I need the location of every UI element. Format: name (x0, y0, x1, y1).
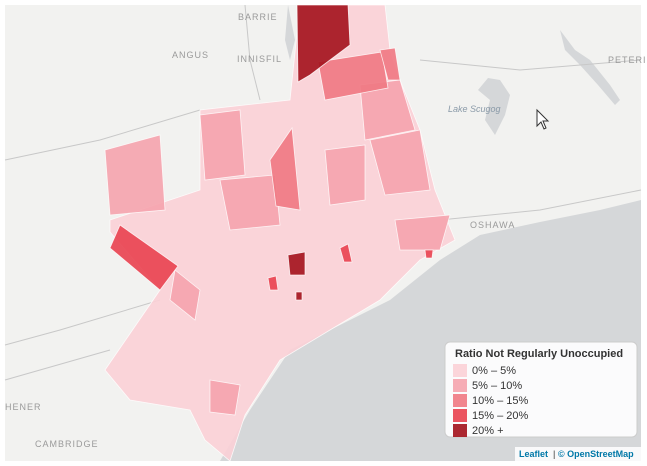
region (339, 243, 353, 263)
legend-label: 10% – 15% (472, 395, 528, 407)
legend-swatch (453, 364, 467, 377)
region (287, 251, 306, 276)
place-label: OSHAWA (470, 220, 515, 230)
lake-scugog (478, 78, 510, 135)
region (267, 275, 279, 291)
legend-title: Ratio Not Regularly Unoccupied (455, 348, 623, 360)
region (295, 291, 303, 301)
legend-swatch (453, 424, 467, 437)
region (104, 134, 166, 216)
lake-label: Lake Scugog (448, 104, 501, 114)
roads (4, 4, 642, 381)
legend-swatch (453, 379, 467, 392)
region (324, 144, 366, 206)
legend: Ratio Not Regularly Unoccupied 0% – 5% 5%… (444, 341, 638, 438)
lake-simcoe (285, 5, 295, 60)
region (379, 47, 401, 81)
legend-items: 0% – 5% 5% – 10% 10% – 15% 15% – 20% 20% + (453, 364, 528, 437)
place-label: HENER (5, 402, 42, 412)
region (296, 4, 351, 83)
region (424, 249, 434, 259)
attribution-box (515, 447, 641, 461)
region (199, 109, 246, 181)
legend-label: 20% + (472, 425, 504, 437)
legend-swatch (453, 394, 467, 407)
place-label: CAMBRIDGE (35, 439, 99, 449)
place-label: PETERI (608, 55, 647, 65)
cursor (536, 108, 550, 130)
region (394, 214, 451, 251)
legend-label: 0% – 5% (472, 365, 516, 377)
place-label: BARRIE (238, 12, 278, 22)
lake (560, 30, 620, 105)
region (269, 126, 301, 211)
region (219, 174, 281, 231)
place-label: ANGUS (172, 50, 209, 60)
legend-swatch (453, 409, 467, 422)
attribution-leaflet[interactable]: Leaflet (519, 449, 548, 459)
legend-label: 15% – 20% (472, 410, 528, 422)
attribution-osm[interactable]: © OpenStreetMap (558, 449, 634, 459)
legend-box (444, 341, 638, 438)
legend-label: 5% – 10% (472, 380, 522, 392)
attribution: Leaflet | © OpenStreetMap (515, 447, 641, 461)
regions (104, 4, 456, 462)
region (209, 379, 241, 416)
attribution-separator: | (553, 449, 555, 459)
region (317, 51, 389, 101)
region (169, 269, 201, 321)
place-label: INNISFIL (237, 54, 282, 64)
region (369, 129, 431, 196)
region (109, 224, 179, 291)
